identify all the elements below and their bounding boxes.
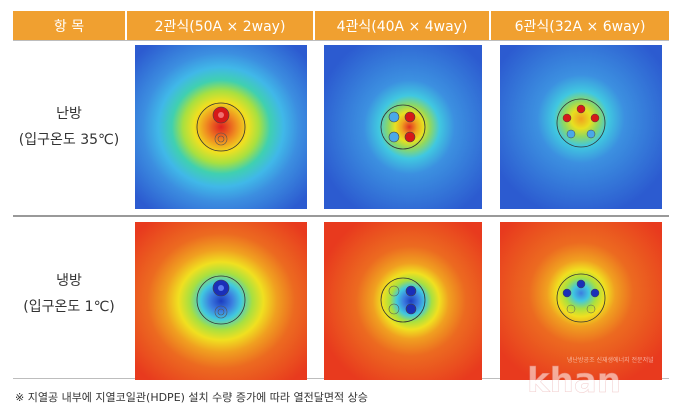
header-bottom-line xyxy=(13,40,669,41)
watermark-tagline: 냉난방공조 신재생에너지 전문저널 xyxy=(567,356,654,364)
header-item-label: 항 목 xyxy=(53,18,85,35)
header-item: 항 목 xyxy=(13,11,125,40)
cool-map-6way xyxy=(500,222,662,380)
header-col-2way: 2관식(50A × 2way) xyxy=(127,11,313,40)
row-cooling-title: 냉방 xyxy=(56,273,82,289)
col-divider-3 xyxy=(490,11,491,40)
header-col-4way: 4관식(40A × 4way) xyxy=(315,11,489,40)
row-heating-subtitle: (입구온도 35℃) xyxy=(18,132,120,148)
header-col-6way-label: 6관식(32A × 6way) xyxy=(514,18,646,35)
footnote: ※ 지열공 내부에 지열코일관(HDPE) 설치 수량 증가에 따라 열전달면적… xyxy=(15,391,368,404)
row-cooling-subtitle: (입구온도 1℃) xyxy=(23,299,115,315)
khan-watermark-logo: 냉난방공조 신재생에너지 전문저널 khan xyxy=(527,355,667,401)
cool-map-4way xyxy=(324,222,482,380)
col-divider-2 xyxy=(314,11,315,40)
watermark-logo-text: khan xyxy=(527,361,621,395)
col-divider-1 xyxy=(126,11,127,40)
row-cooling-label: 냉방 (입구온도 1℃) xyxy=(13,268,125,320)
cool-map-2way xyxy=(135,222,307,380)
header-col-2way-label: 2관식(50A × 2way) xyxy=(154,18,286,35)
heat-map-4way xyxy=(324,45,482,209)
row-heating-title: 난방 xyxy=(56,106,82,122)
header-col-6way: 6관식(32A × 6way) xyxy=(491,11,669,40)
heat-map-2way xyxy=(135,45,307,209)
header-col-4way-label: 4관식(40A × 4way) xyxy=(336,18,468,35)
row-divider xyxy=(13,215,669,217)
heat-map-6way xyxy=(500,45,662,209)
row-heating-label: 난방 (입구온도 35℃) xyxy=(13,101,125,153)
